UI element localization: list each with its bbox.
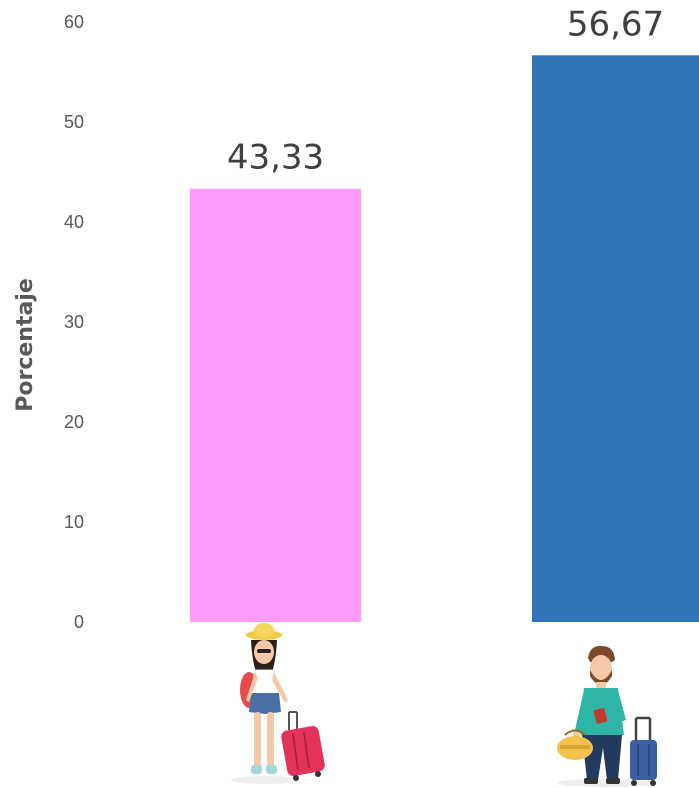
y-tick-label: 40 [64,212,84,232]
data-label-hombre: 56,67 [567,4,664,44]
bar-mujer [190,188,361,622]
y-tick-label: 50 [64,112,84,132]
y-tick-label: 60 [64,12,84,32]
y-axis-ticks: 0 10 20 30 40 50 60 [64,12,84,632]
woman-traveler-icon [231,623,325,784]
y-axis-label: Porcentaje [13,278,38,412]
y-tick-label: 0 [74,612,84,632]
y-tick-label: 30 [64,312,84,332]
man-traveler-icon [557,645,657,787]
bars [190,55,699,623]
y-tick-label: 20 [64,412,84,432]
data-label-mujer: 43,33 [227,138,324,178]
bar-hombre [532,55,699,623]
data-labels: 43,33 56,67 [227,4,664,177]
y-tick-label: 10 [64,512,84,532]
